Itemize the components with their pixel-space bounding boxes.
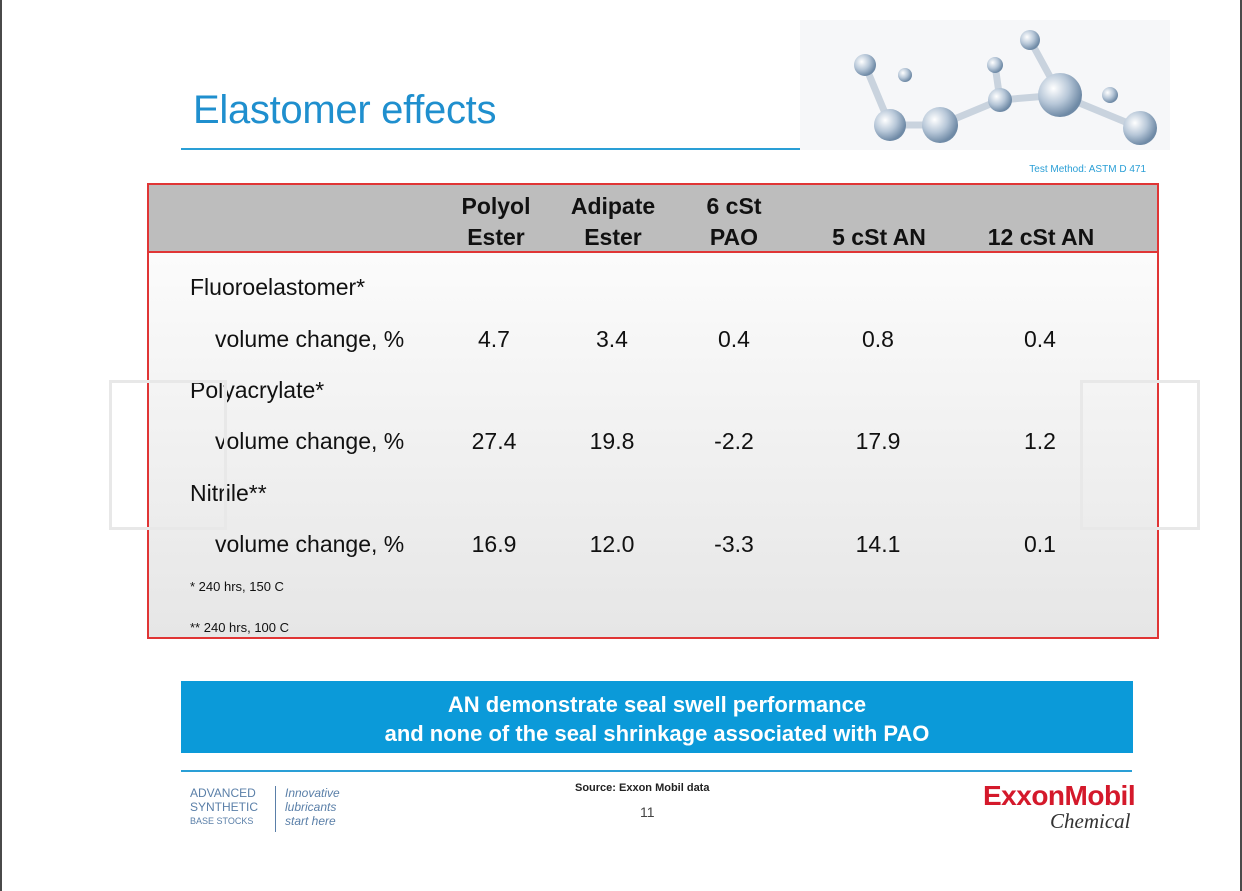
brand-tagline-line: start here xyxy=(285,814,336,828)
column-header: Polyol Ester xyxy=(441,191,551,253)
table-cell: -3.3 xyxy=(714,531,754,557)
test-method-note: Test Method: ASTM D 471 xyxy=(1029,164,1146,175)
group-label: Fluoroelastomer* xyxy=(190,274,366,300)
brand-left-line: BASE STOCKS xyxy=(190,816,254,826)
title-divider xyxy=(181,148,1131,150)
brand-separator xyxy=(275,786,276,832)
footnote: ** 240 hrs, 100 C xyxy=(190,620,290,635)
brand-left-line: ADVANCED xyxy=(190,786,256,800)
column-header-line: PAO xyxy=(709,224,759,250)
table-cell: 0.4 xyxy=(718,326,750,352)
slide-title: Elastomer effects xyxy=(193,88,497,132)
column-header-line: Ester xyxy=(467,224,525,250)
column-header: 12 cSt AN xyxy=(971,191,1111,253)
brand-tagline: Innovative lubricants start here xyxy=(285,786,340,828)
column-header-line: 5 cSt AN xyxy=(832,224,926,250)
chemical-logo-sub: Chemical xyxy=(1050,809,1131,833)
table-cell: 0.1 xyxy=(1024,531,1056,557)
table-cell: 19.8 xyxy=(589,428,635,454)
row-label: volume change, % xyxy=(215,428,405,454)
column-header: 5 cSt AN xyxy=(809,191,949,253)
row-label: volume change, % xyxy=(215,326,405,352)
brand-tagline-line: Innovative xyxy=(285,786,340,800)
table-header: Polyol Ester Adipate Ester 6 cSt PAO 5 c… xyxy=(149,185,1157,253)
table-cell: 4.7 xyxy=(478,326,510,352)
table-cell: -2.2 xyxy=(714,428,754,454)
column-header: Adipate Ester xyxy=(551,191,675,253)
brand-left-line: SYNTHETIC xyxy=(190,800,259,814)
footer-divider xyxy=(181,770,1132,772)
column-header-line xyxy=(971,191,1111,222)
column-header-line: 12 cSt AN xyxy=(987,224,1095,250)
column-header-line: Polyol xyxy=(461,193,531,219)
conclusion-line: AN demonstrate seal swell performance xyxy=(447,692,867,717)
right-edge xyxy=(1240,0,1242,891)
molecule-image xyxy=(800,20,1170,150)
source-note: Source: Exxon Mobil data xyxy=(575,782,710,794)
column-header-line: Ester xyxy=(584,224,642,250)
brand-left-text: ADVANCED SYNTHETIC BASE STOCKS xyxy=(190,786,258,828)
page-number: 11 xyxy=(640,804,655,820)
table-cell: 3.4 xyxy=(596,326,628,352)
conclusion-banner: AN demonstrate seal swell performance an… xyxy=(181,681,1133,753)
selection-bracket-left xyxy=(109,380,227,530)
group-label: Nitrile** xyxy=(190,480,267,506)
table-cell: 12.0 xyxy=(589,531,635,557)
table-cell: 0.4 xyxy=(1024,326,1056,352)
exxonmobil-logo: ExxonMobil xyxy=(983,780,1136,811)
footnote: * 240 hrs, 150 C xyxy=(190,579,284,594)
left-edge xyxy=(0,0,2,891)
table-cell: 27.4 xyxy=(471,428,517,454)
table-cell: 14.1 xyxy=(855,531,901,557)
results-table: Polyol Ester Adipate Ester 6 cSt PAO 5 c… xyxy=(147,183,1159,639)
brand-tagline-line: lubricants xyxy=(285,800,337,814)
table-cell: 1.2 xyxy=(1024,428,1056,454)
column-header-line xyxy=(809,191,949,222)
conclusion-line: and none of the seal shrinkage associate… xyxy=(384,721,930,746)
table-cell: 17.9 xyxy=(855,428,901,454)
column-header-line: 6 cSt xyxy=(706,193,762,219)
column-header: 6 cSt PAO xyxy=(679,191,789,253)
table-cell: 0.8 xyxy=(862,326,894,352)
column-header-line: Adipate xyxy=(570,193,656,219)
selection-bracket-right xyxy=(1080,380,1200,530)
row-label: volume change, % xyxy=(215,531,405,557)
table-cell: 16.9 xyxy=(471,531,517,557)
